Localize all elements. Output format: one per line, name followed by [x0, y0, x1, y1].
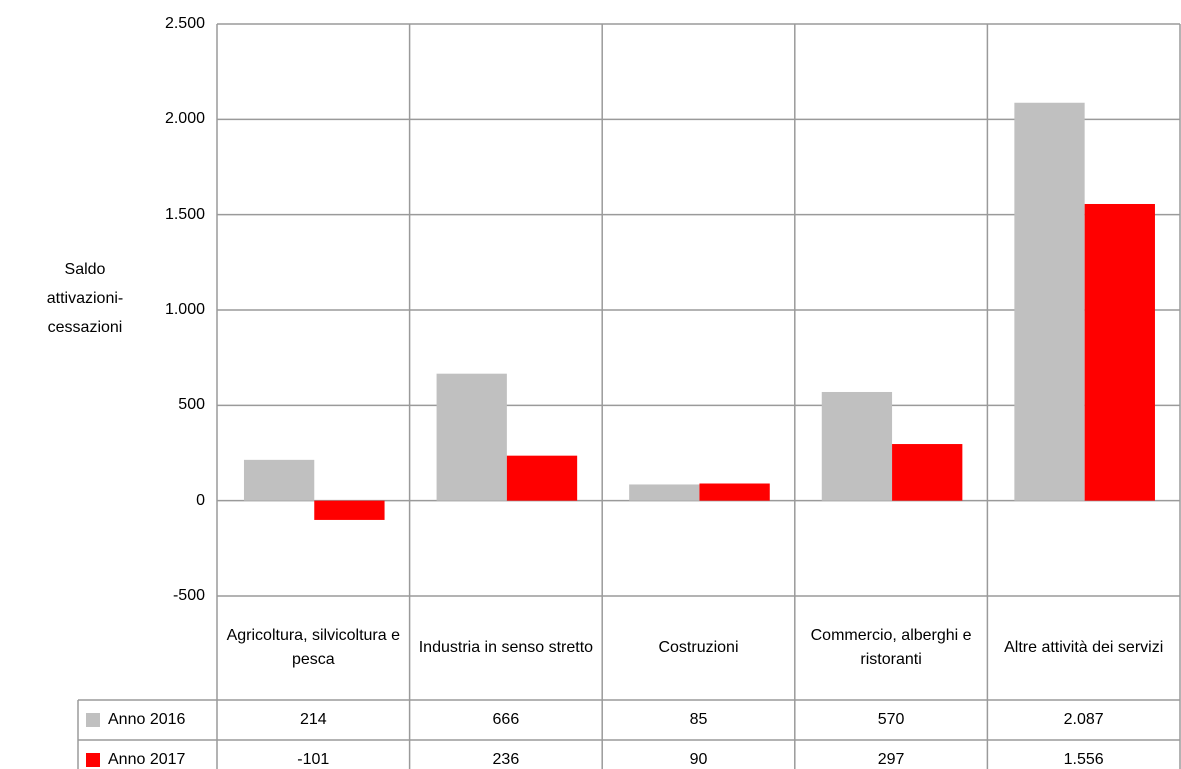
- legend-label: Anno 2016: [108, 711, 186, 728]
- x-tick-label: Altre attività dei servizi: [1004, 639, 1164, 656]
- data-label: 85: [689, 711, 708, 728]
- data-label: 214: [299, 711, 327, 728]
- y-tick-label: 0: [196, 491, 205, 509]
- data-label: 297: [877, 751, 905, 768]
- data-label: 1.556: [1063, 751, 1104, 768]
- data-label: 2.087: [1063, 711, 1104, 728]
- data-label: 236: [492, 751, 520, 768]
- bar: [1014, 102, 1085, 501]
- bar: [314, 500, 385, 520]
- y-tick-label: 1.000: [164, 301, 205, 318]
- legend-swatch: [86, 753, 100, 767]
- legend-swatch: [86, 713, 100, 727]
- bar: [436, 373, 507, 501]
- data-label: -101: [297, 751, 330, 768]
- bar: [629, 484, 700, 501]
- x-tick-label: Costruzioni: [658, 639, 739, 656]
- legend-label: Anno 2017: [108, 751, 186, 768]
- data-label: 90: [689, 751, 708, 768]
- data-label: 570: [877, 711, 905, 728]
- x-tick-label: Commercio, alberghi e ristoranti: [810, 627, 972, 668]
- bar: [699, 483, 770, 501]
- y-tick-label: 500: [178, 396, 205, 414]
- bar: [821, 391, 893, 501]
- bar: [506, 455, 578, 501]
- y-tick-label: -500: [172, 587, 205, 604]
- x-tick-label: Agricoltura, silvicoltura e pesca: [226, 627, 400, 668]
- y-tick-label: 1.500: [164, 205, 205, 223]
- bar: [243, 459, 315, 501]
- y-tick-label: 2.000: [164, 110, 205, 128]
- y-tick-label: 2.500: [164, 15, 205, 32]
- data-label: 666: [492, 711, 520, 728]
- bar: [1084, 203, 1155, 501]
- x-tick-label: Industria in senso stretto: [418, 639, 594, 656]
- y-axis-label: Saldo attivazioni-cessazioni: [46, 261, 124, 336]
- bar: [892, 444, 963, 501]
